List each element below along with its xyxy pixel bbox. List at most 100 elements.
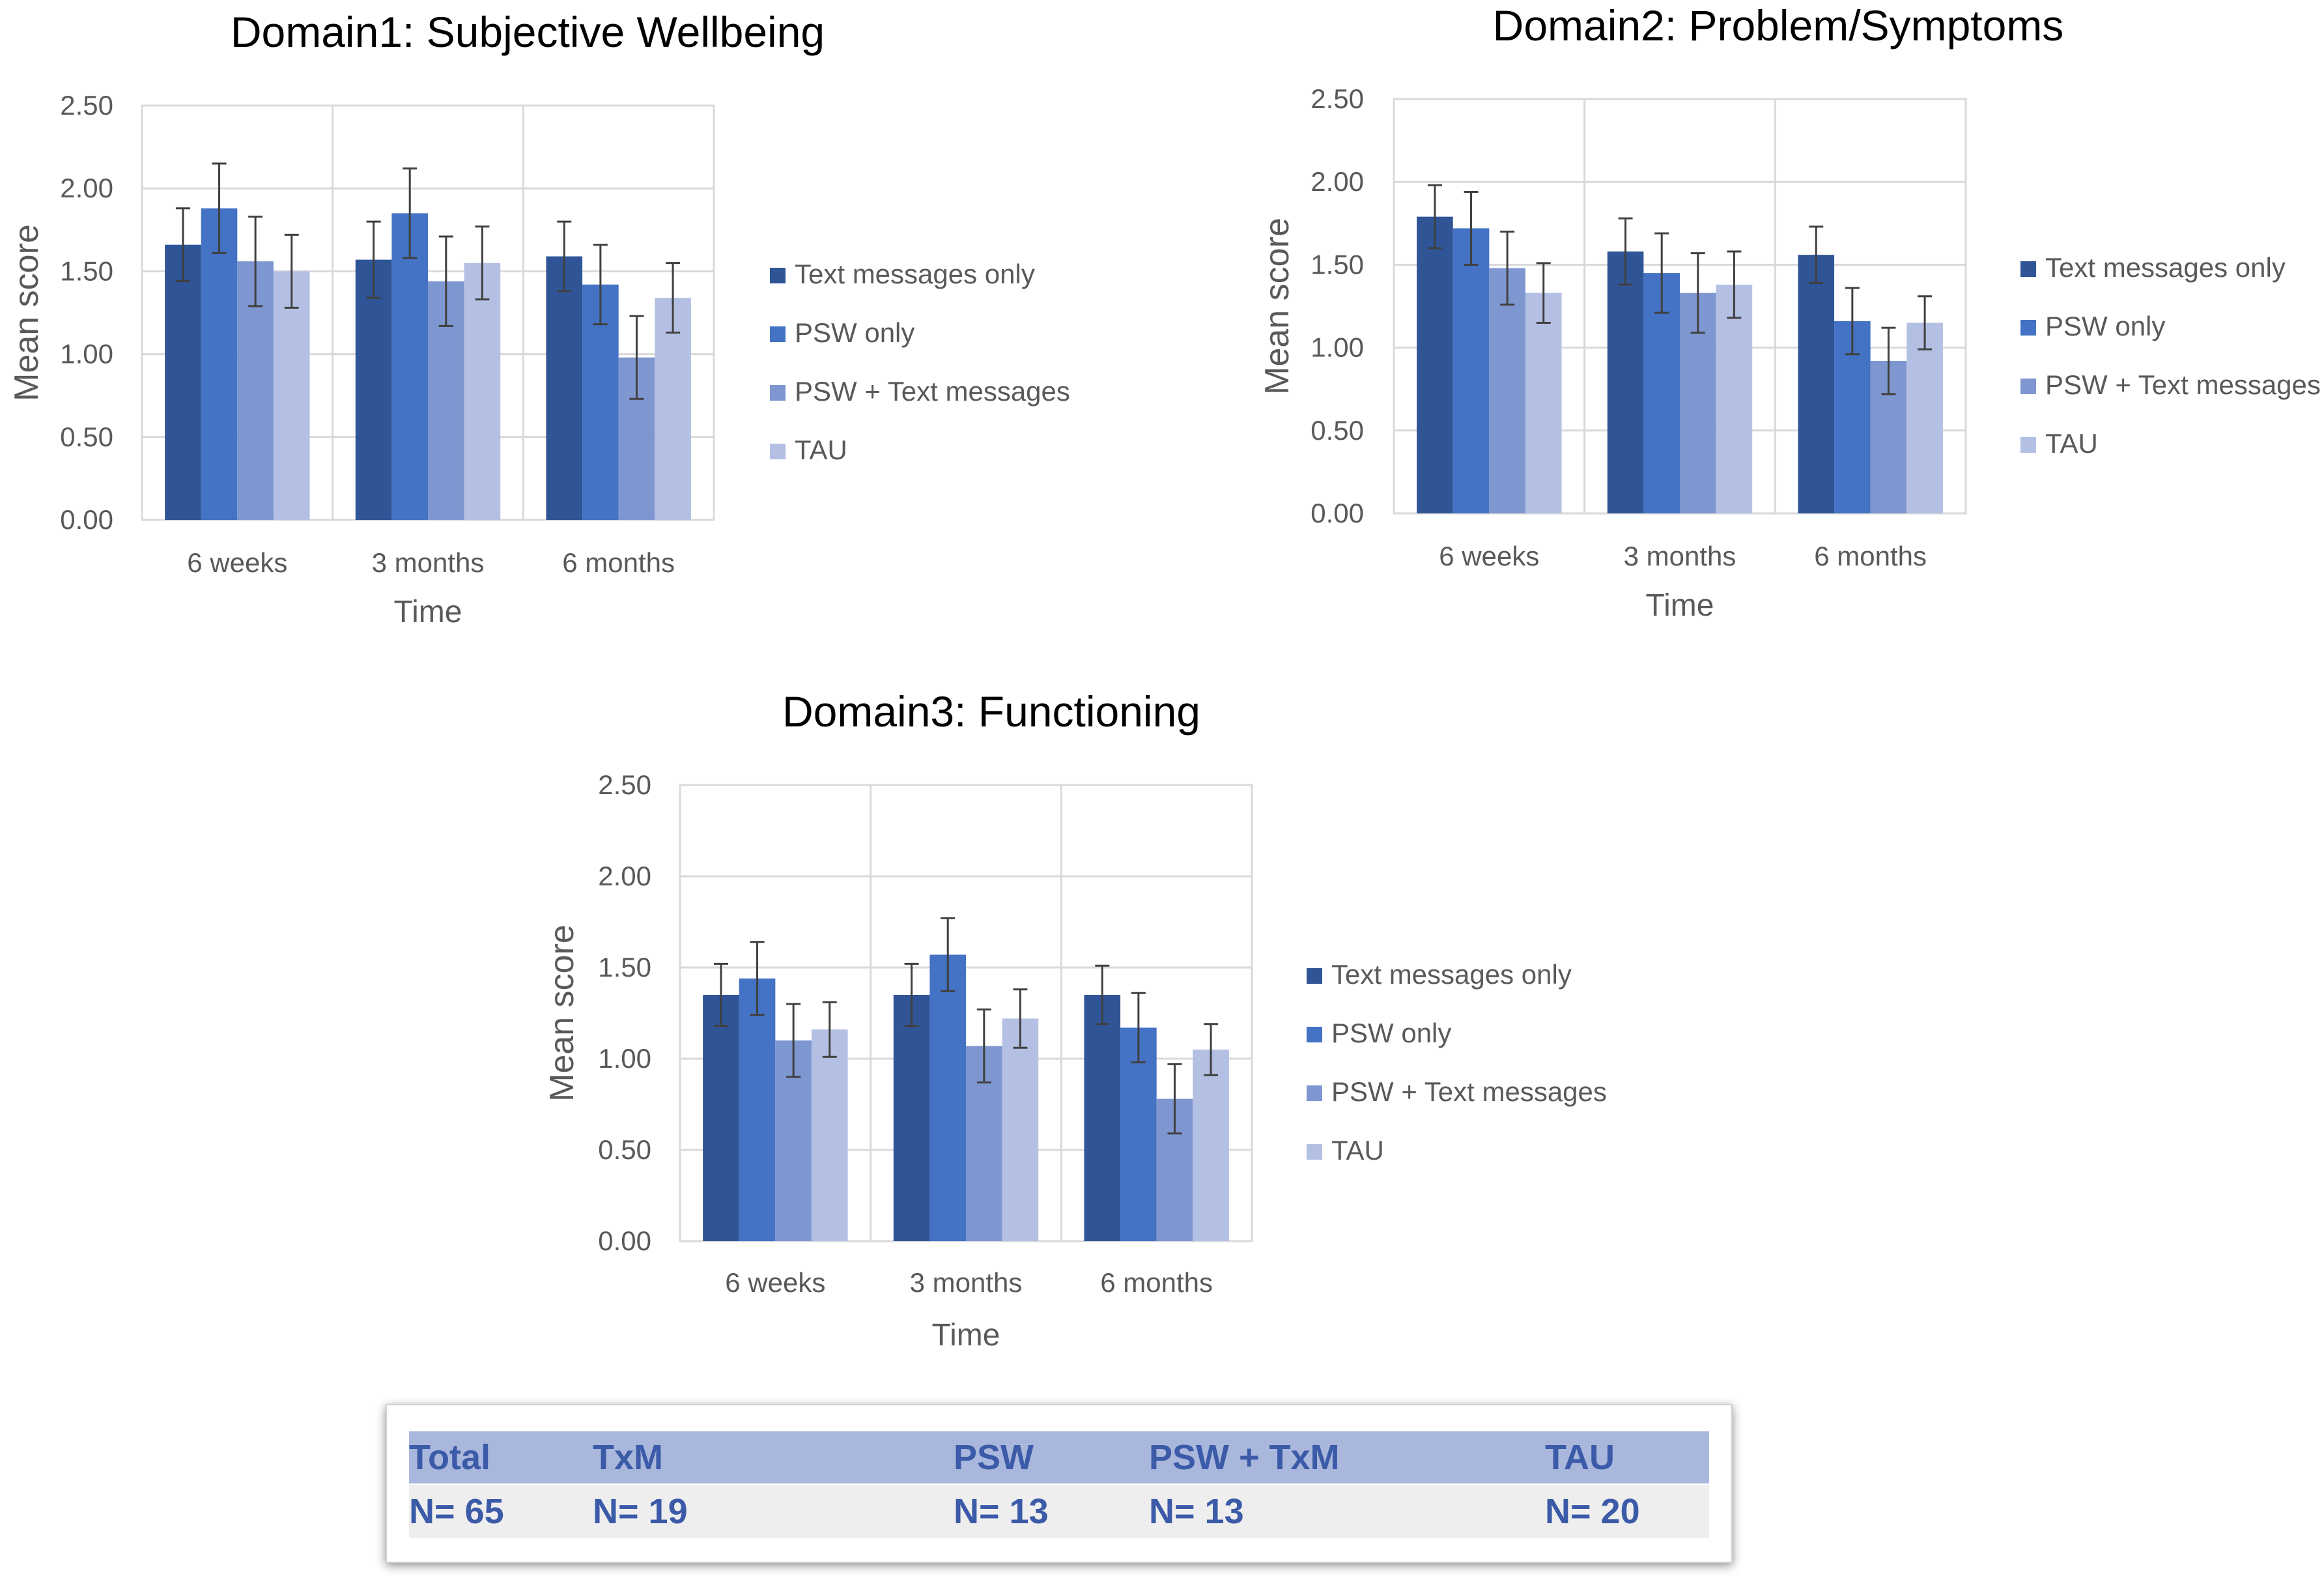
bar-3 xyxy=(1906,322,1943,513)
bar-3 xyxy=(811,1029,848,1241)
legend-swatch xyxy=(2020,320,2036,336)
legend-swatch xyxy=(770,385,786,401)
bar-3 xyxy=(1002,1018,1039,1241)
legend-label: PSW + Text messages xyxy=(2045,369,2321,400)
x-tick-label: 3 months xyxy=(1624,541,1736,571)
legend-swatch xyxy=(1307,1144,1322,1160)
bar-1 xyxy=(1452,228,1490,513)
table-header-row: Total TxM PSW PSW + TxM TAU xyxy=(409,1431,1709,1483)
x-tick-label: 3 months xyxy=(910,1267,1023,1298)
chart-panel-2: Domain2: Problem/Symptoms 0.00 0.50 1.00 1.5… xyxy=(1258,1,2321,623)
y-tick-label: 0.00 xyxy=(598,1225,651,1256)
bar-3 xyxy=(273,271,310,520)
bar-1 xyxy=(929,954,966,1241)
bar-1 xyxy=(739,978,776,1241)
bar-0 xyxy=(1417,216,1453,513)
table-header-psw-txm: PSW + TxM xyxy=(1149,1438,1340,1477)
chart-title: Domain1: Subjective Wellbeing xyxy=(231,8,825,56)
bar-1 xyxy=(391,213,428,520)
legend-label: Text messages only xyxy=(795,259,1035,289)
x-tick-label: 6 weeks xyxy=(725,1267,825,1298)
chart-title: Domain3: Functioning xyxy=(782,687,1200,736)
legend-swatch xyxy=(2020,379,2036,394)
legend-label: Text messages only xyxy=(2045,252,2286,283)
legend-label: PSW only xyxy=(1331,1018,1451,1048)
chart-panel-1: Domain1: Subjective Wellbeing 0.00 0.50 1.0… xyxy=(8,8,1070,629)
table-cell-tau: N= 20 xyxy=(1545,1492,1640,1531)
table-header-total: Total xyxy=(409,1438,490,1477)
table-cell-txm: N= 19 xyxy=(593,1492,688,1531)
legend-label: TAU xyxy=(795,435,847,465)
legend-label: Text messages only xyxy=(1331,959,1572,990)
bar-0 xyxy=(355,259,392,520)
x-tick-label: 6 months xyxy=(1814,541,1927,571)
x-axis-title: Time xyxy=(932,1318,1000,1353)
y-tick-label: 2.00 xyxy=(1311,166,1364,197)
bar-3 xyxy=(1525,293,1562,513)
bar-0 xyxy=(1607,251,1644,513)
table-cell-psw: N= 13 xyxy=(954,1492,1049,1531)
bar-0 xyxy=(893,995,930,1241)
legend-swatch xyxy=(770,326,786,342)
y-tick-label: 2.50 xyxy=(1311,83,1364,114)
y-tick-label: 0.00 xyxy=(1311,498,1364,528)
x-tick-label: 6 months xyxy=(562,547,675,578)
x-tick-label: 3 months xyxy=(372,547,485,578)
x-axis-title: Time xyxy=(394,595,462,629)
y-tick-label: 1.00 xyxy=(598,1043,651,1074)
sample-size-table: Total TxM PSW PSW + TxM TAU N= 65 N= 19 … xyxy=(386,1404,1733,1563)
legend-label: TAU xyxy=(2045,428,2098,459)
bar-2 xyxy=(1489,268,1525,513)
legend-swatch xyxy=(1307,1085,1322,1101)
legend-swatch xyxy=(2020,437,2036,453)
table-header-psw: PSW xyxy=(954,1438,1034,1477)
y-tick-label: 1.00 xyxy=(60,339,113,369)
legend-swatch xyxy=(1307,1027,1322,1042)
legend-swatch xyxy=(770,268,786,283)
table-row: N= 65 N= 19 N= 13 N= 13 N= 20 xyxy=(409,1485,1709,1538)
table-cell-psw-txm: N= 13 xyxy=(1149,1492,1244,1531)
y-axis-title: Mean score xyxy=(1258,218,1296,395)
y-tick-label: 1.50 xyxy=(1311,249,1364,279)
bar-0 xyxy=(1084,995,1121,1241)
bar-1 xyxy=(201,208,238,520)
legend-label: PSW + Text messages xyxy=(795,376,1070,407)
legend-label: PSW only xyxy=(2045,311,2165,341)
legend-label: PSW + Text messages xyxy=(1331,1076,1607,1107)
y-tick-label: 0.50 xyxy=(60,422,113,452)
bar-0 xyxy=(703,995,739,1241)
y-tick-label: 1.50 xyxy=(60,255,113,286)
bar-0 xyxy=(546,256,583,520)
y-axis-title: Mean score xyxy=(8,224,46,401)
bar-3 xyxy=(1716,284,1753,513)
y-tick-label: 1.50 xyxy=(598,952,651,982)
bar-0 xyxy=(165,244,201,520)
bar-3 xyxy=(464,263,501,520)
legend-label: TAU xyxy=(1331,1135,1384,1166)
y-axis-title: Mean score xyxy=(543,924,581,1102)
chart-title: Domain2: Problem/Symptoms xyxy=(1493,1,2064,50)
legend-swatch xyxy=(770,444,786,459)
y-tick-label: 0.50 xyxy=(598,1134,651,1165)
legend-swatch xyxy=(1307,968,1322,984)
y-tick-label: 2.00 xyxy=(60,173,113,203)
table-cell-total: N= 65 xyxy=(409,1492,504,1531)
y-tick-label: 2.50 xyxy=(60,90,113,121)
x-tick-label: 6 weeks xyxy=(187,547,287,578)
y-tick-label: 0.00 xyxy=(60,504,113,535)
x-tick-label: 6 weeks xyxy=(1439,541,1539,571)
bar-3 xyxy=(655,298,691,520)
y-tick-label: 0.50 xyxy=(1311,415,1364,446)
legend-label: PSW only xyxy=(795,317,914,348)
y-tick-label: 2.00 xyxy=(598,861,651,891)
y-tick-label: 1.00 xyxy=(1311,332,1364,363)
table-header-txm: TxM xyxy=(593,1438,663,1477)
legend-swatch xyxy=(2020,261,2036,277)
table-header-tau: TAU xyxy=(1545,1438,1615,1477)
x-axis-title: Time xyxy=(1646,588,1714,623)
chart-panel-3: Domain3: Functioning 0.00 0.50 1.00 1.50 2.00… xyxy=(543,687,1607,1353)
bar-3 xyxy=(1193,1050,1229,1241)
x-tick-label: 6 months xyxy=(1100,1267,1213,1298)
bar-0 xyxy=(1798,255,1835,513)
